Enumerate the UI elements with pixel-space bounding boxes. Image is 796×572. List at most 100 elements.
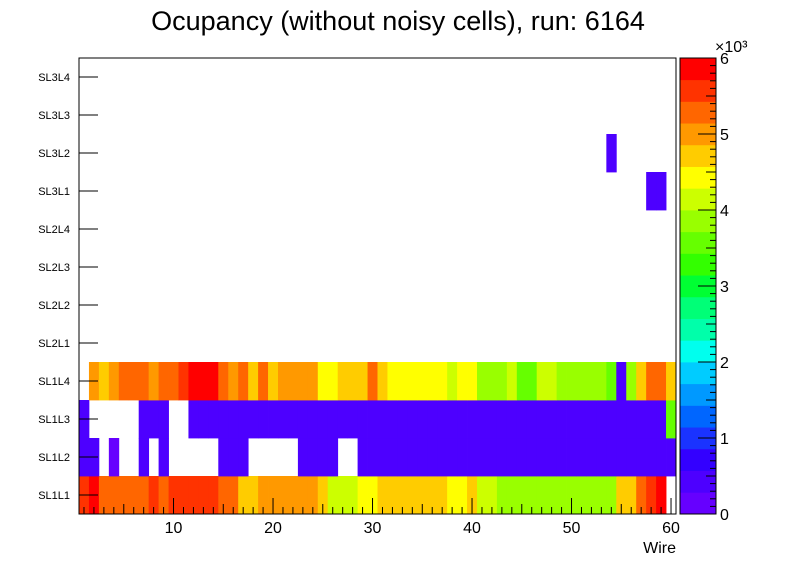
heatmap-cell (636, 400, 647, 439)
heatmap-cell (606, 476, 617, 515)
y-tick-label: SL1L1 (38, 490, 70, 502)
heatmap-cell (128, 362, 140, 401)
heatmap-cell (108, 476, 120, 515)
heatmap-cell (218, 362, 229, 401)
heatmap-cell (646, 476, 657, 515)
heatmap-cell (656, 438, 667, 477)
heatmap-cell (307, 438, 319, 477)
palette-swatch (680, 296, 716, 319)
y-tick-label: SL1L2 (38, 452, 70, 464)
y-tick-label: SL3L2 (38, 148, 70, 160)
y-tick-label: SL1L4 (38, 376, 70, 388)
heatmap-cell (457, 362, 468, 401)
heatmap-cell (317, 362, 329, 401)
heatmap-cell (407, 362, 418, 401)
palette-swatch (680, 340, 716, 363)
heatmap-cell (646, 400, 657, 439)
heatmap-cell (367, 476, 378, 515)
heatmap-cell (666, 362, 677, 401)
heatmap-cell (218, 438, 229, 477)
heatmap-cell (168, 476, 179, 515)
heatmap-cell (556, 438, 567, 477)
heatmap-cell (496, 476, 508, 515)
heatmap-cell (118, 476, 130, 515)
heatmap-cell (287, 400, 299, 439)
heatmap-cell (467, 362, 478, 401)
palette-swatch (680, 492, 716, 515)
heatmap-cell (536, 400, 548, 439)
heatmap-cell (357, 438, 368, 477)
heatmap-cell (317, 400, 329, 439)
heatmap-cell (496, 438, 508, 477)
palette-swatch (680, 101, 716, 124)
heatmap-cell (228, 400, 239, 439)
heatmap-cell (387, 476, 398, 515)
heatmap-cell (586, 362, 597, 401)
heatmap-cell (586, 476, 597, 515)
heatmap-cell (248, 476, 259, 515)
heatmap-cell (536, 476, 548, 515)
z-tick-label: 6 (720, 51, 729, 68)
y-tick-label: SL1L3 (38, 414, 70, 426)
heatmap-cell (437, 438, 448, 477)
heatmap-cell (188, 400, 199, 439)
heatmap-cell (486, 362, 498, 401)
heatmap-cell (467, 438, 478, 477)
heatmap-cell (108, 438, 120, 477)
heatmap-cell (397, 400, 408, 439)
heatmap-cell (397, 476, 408, 515)
heatmap-cell (606, 362, 617, 401)
plot-frame (78, 57, 677, 515)
heatmap-cell (268, 400, 279, 439)
heatmap-cell (566, 476, 577, 515)
x-tick-label: 60 (662, 520, 680, 537)
heatmap-cell (477, 400, 488, 439)
y-tick-label: SL3L3 (38, 110, 70, 122)
heatmap-cell (506, 476, 518, 515)
x-tick-label: 40 (463, 520, 481, 537)
heatmap-cell (576, 362, 587, 401)
heatmap-cell (357, 362, 368, 401)
heatmap-cell (646, 438, 657, 477)
heatmap-cell (606, 400, 617, 439)
heatmap-cell (297, 362, 309, 401)
heatmap-cell (656, 172, 667, 211)
heatmap-cell (427, 362, 438, 401)
heatmap-cell (268, 476, 279, 515)
heatmap-cell (198, 400, 209, 439)
heatmap-cell (496, 362, 508, 401)
heatmap-cell (606, 134, 617, 173)
heatmap-cell (417, 362, 428, 401)
heatmap-cell (536, 362, 548, 401)
heatmap-cell (616, 438, 627, 477)
heatmap-cell (228, 362, 239, 401)
heatmap-cell (447, 362, 458, 401)
y-tick-label: SL2L3 (38, 262, 70, 274)
heatmap-cell (467, 476, 478, 515)
heatmap-cell (238, 362, 249, 401)
heatmap-cell (158, 438, 169, 477)
heatmap-cell (248, 400, 259, 439)
heatmap-cell (248, 362, 259, 401)
heatmap-cell (228, 476, 239, 515)
heatmap-cell (387, 362, 398, 401)
heatmap-cell (377, 362, 388, 401)
heatmap-cell (178, 362, 189, 401)
heatmap-cell (526, 400, 538, 439)
heatmap-cell (447, 400, 458, 439)
heatmap-cell (228, 438, 239, 477)
heatmap-cell (427, 400, 438, 439)
heatmap-cell (407, 476, 418, 515)
heatmap-cell (417, 438, 428, 477)
heatmap-cell (188, 362, 199, 401)
y-tick-label: SL3L4 (38, 72, 70, 84)
heatmap-cell (158, 400, 169, 439)
x-tick-label: 50 (563, 520, 581, 537)
heatmap-cell (636, 362, 647, 401)
chart-title: Ocupancy (without noisy cells), run: 616… (151, 6, 645, 36)
z-tick-label: 3 (720, 279, 729, 296)
heatmap-cell (646, 362, 657, 401)
heatmap-cell (347, 362, 358, 401)
heatmap-cell (278, 400, 289, 439)
heatmap-cell (427, 438, 438, 477)
